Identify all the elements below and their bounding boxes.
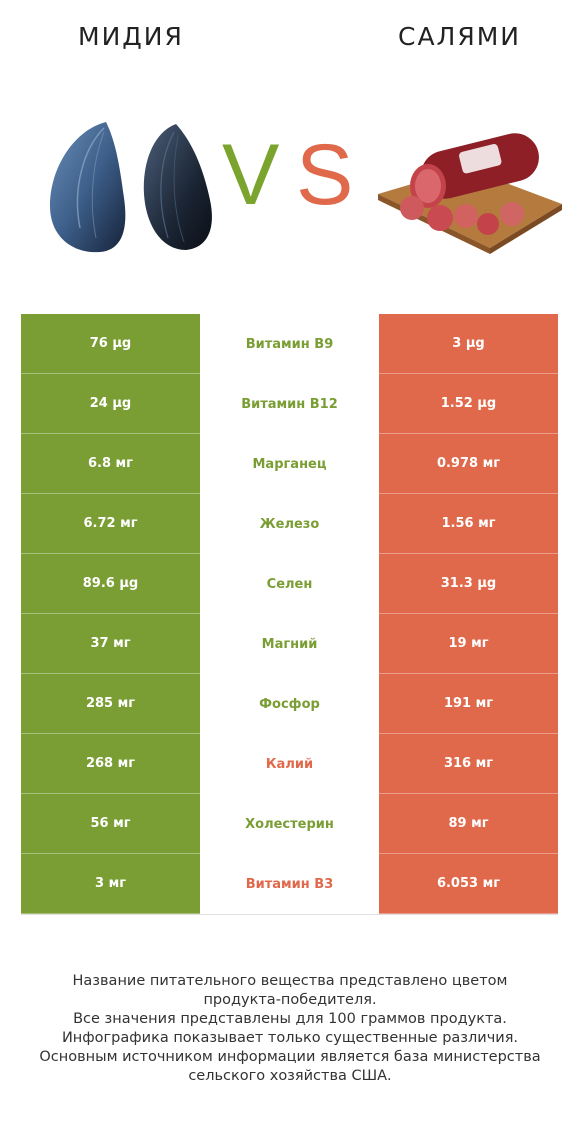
left-value: 24 µg bbox=[21, 374, 200, 434]
table-row: 285 мг Фосфор 191 мг bbox=[21, 674, 558, 734]
table-row: 6.72 мг Железо 1.56 мг bbox=[21, 494, 558, 554]
table-row: 6.8 мг Марганец 0.978 мг bbox=[21, 434, 558, 494]
salami-icon bbox=[378, 133, 562, 254]
footer-line: продукта-победителя. bbox=[203, 992, 377, 1008]
vs-letter-s: S bbox=[296, 127, 354, 223]
right-product-title: САЛЯМИ bbox=[398, 22, 521, 51]
footer-line: сельского хозяйства США. bbox=[188, 1068, 392, 1084]
nutrient-name: Магний bbox=[200, 614, 379, 674]
nutrient-name: Холестерин bbox=[200, 794, 379, 854]
right-value: 1.56 мг bbox=[379, 494, 558, 554]
table-row: 76 µg Витамин B9 3 µg bbox=[21, 314, 558, 374]
footer-line: Инфографика показывает только существенн… bbox=[61, 1030, 519, 1046]
table-row: 56 мг Холестерин 89 мг bbox=[21, 794, 558, 854]
right-value: 3 µg bbox=[379, 314, 558, 374]
left-product-title: МИДИЯ bbox=[78, 22, 184, 51]
table-row: 3 мг Витамин B3 6.053 мг bbox=[21, 854, 558, 914]
footer-line: Название питательного вещества представл… bbox=[72, 973, 508, 989]
right-value: 1.52 µg bbox=[379, 374, 558, 434]
right-value: 6.053 мг bbox=[379, 854, 558, 914]
left-value: 3 мг bbox=[21, 854, 200, 914]
footer-line: Основным источником информации является … bbox=[39, 1049, 541, 1065]
right-value: 31.3 µg bbox=[379, 554, 558, 614]
left-value: 268 мг bbox=[21, 734, 200, 794]
vs-letter-v: V bbox=[222, 127, 280, 223]
mussel-icon bbox=[50, 122, 212, 253]
table-row: 37 мг Магний 19 мг bbox=[21, 614, 558, 674]
left-value: 37 мг bbox=[21, 614, 200, 674]
nutrient-name: Калий bbox=[200, 734, 379, 794]
left-value: 76 µg bbox=[21, 314, 200, 374]
left-value: 6.8 мг bbox=[21, 434, 200, 494]
right-value: 191 мг bbox=[379, 674, 558, 734]
table-row: 24 µg Витамин B12 1.52 µg bbox=[21, 374, 558, 434]
footer-line: Все значения представлены для 100 граммо… bbox=[73, 1011, 507, 1027]
nutrient-name: Селен bbox=[200, 554, 379, 614]
left-value: 89.6 µg bbox=[21, 554, 200, 614]
table-row: 268 мг Калий 316 мг bbox=[21, 734, 558, 794]
nutrient-name: Фосфор bbox=[200, 674, 379, 734]
nutrient-name: Марганец bbox=[200, 434, 379, 494]
nutrient-name: Витамин B12 bbox=[200, 374, 379, 434]
nutrient-name: Железо bbox=[200, 494, 379, 554]
nutrient-name: Витамин B9 bbox=[200, 314, 379, 374]
nutrient-name: Витамин B3 bbox=[200, 854, 379, 914]
footer-note: Название питательного вещества представл… bbox=[20, 972, 560, 1086]
table-row: 89.6 µg Селен 31.3 µg bbox=[21, 554, 558, 614]
left-value: 56 мг bbox=[21, 794, 200, 854]
left-value: 285 мг bbox=[21, 674, 200, 734]
right-value: 316 мг bbox=[379, 734, 558, 794]
right-value: 19 мг bbox=[379, 614, 558, 674]
right-value: 89 мг bbox=[379, 794, 558, 854]
comparison-table: 76 µg Витамин B9 3 µg 24 µg Витамин B12 1.52 … bbox=[21, 314, 558, 915]
left-value: 6.72 мг bbox=[21, 494, 200, 554]
right-value: 0.978 мг bbox=[379, 434, 558, 494]
